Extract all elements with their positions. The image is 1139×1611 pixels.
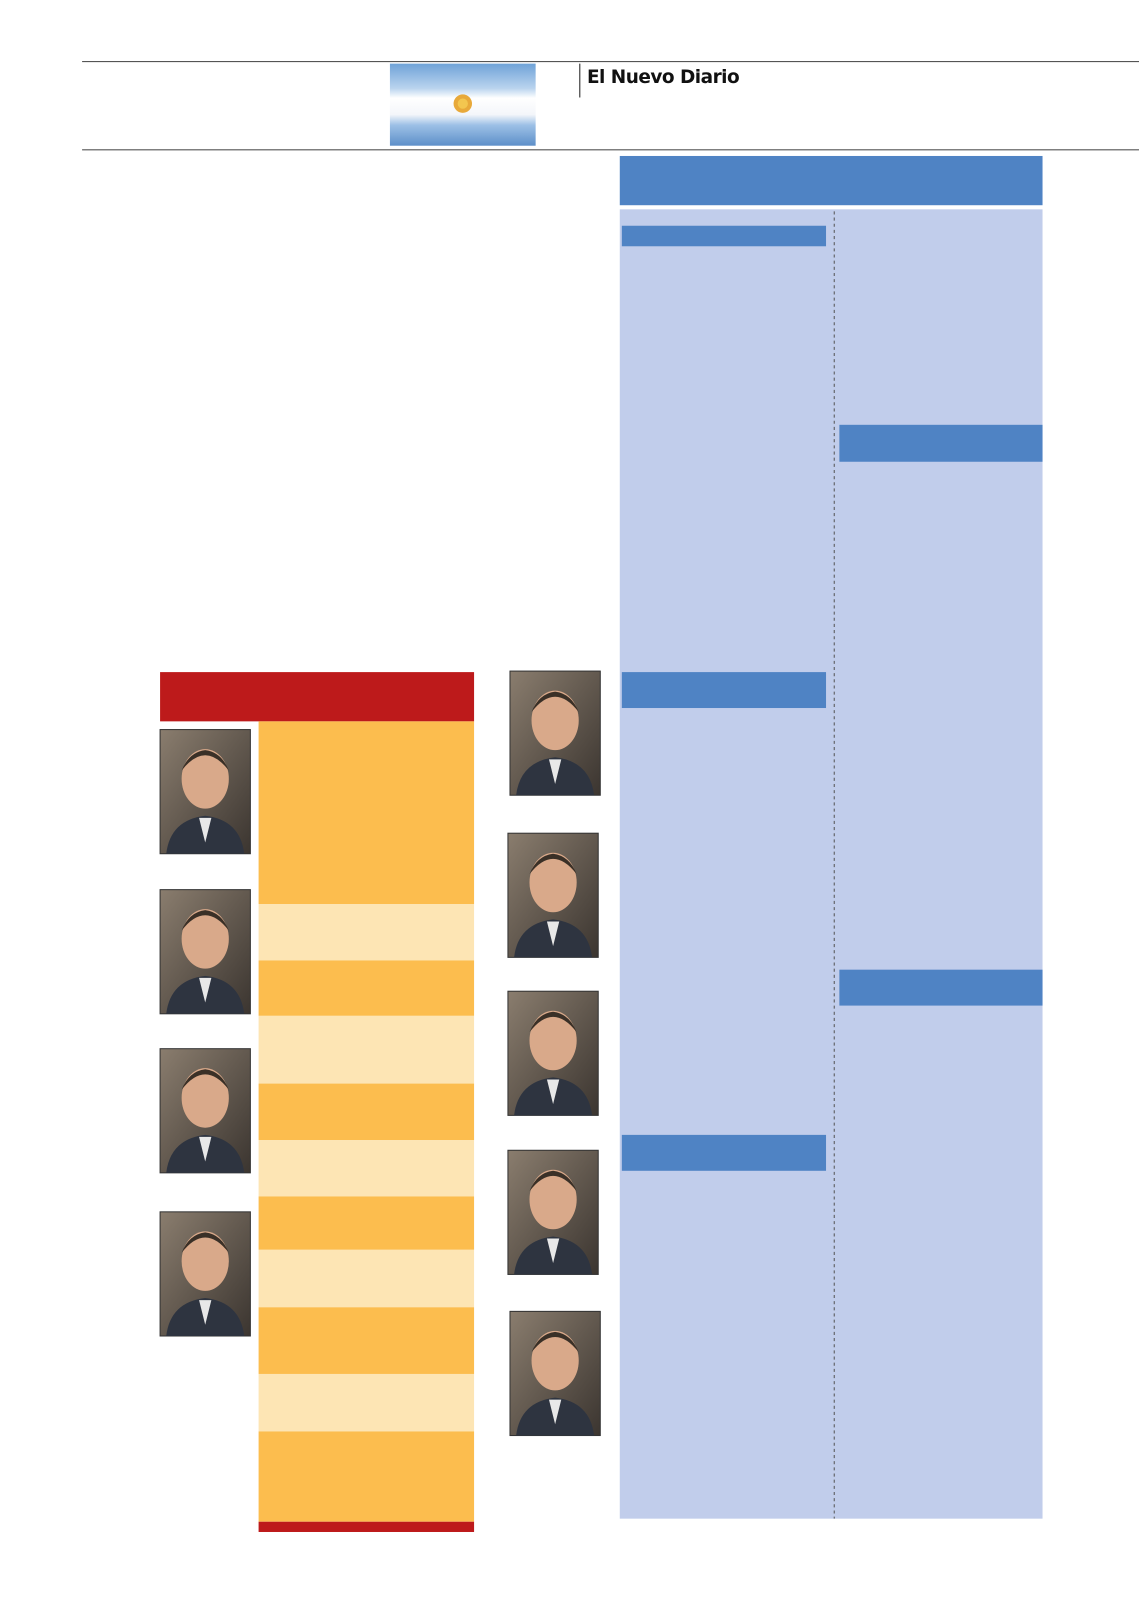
photo	[509, 1310, 601, 1437]
photo	[159, 889, 251, 1015]
photo	[507, 1149, 599, 1275]
flag	[389, 63, 536, 146]
section-bar	[839, 969, 1043, 1006]
section-bar	[621, 225, 827, 247]
photo	[507, 832, 599, 958]
photo	[509, 670, 601, 796]
photo	[159, 1048, 251, 1174]
photo	[159, 1211, 251, 1337]
section-bar	[621, 672, 827, 709]
box-header	[160, 672, 475, 722]
photo	[507, 990, 599, 1116]
sidebar-header	[619, 155, 1043, 206]
sidebar-panel	[619, 209, 1043, 1519]
section-bar	[839, 424, 1043, 462]
photo	[159, 729, 251, 855]
section-bar	[621, 1134, 827, 1171]
masthead: El Nuevo Diario	[587, 67, 739, 88]
striped-column	[258, 721, 475, 1532]
